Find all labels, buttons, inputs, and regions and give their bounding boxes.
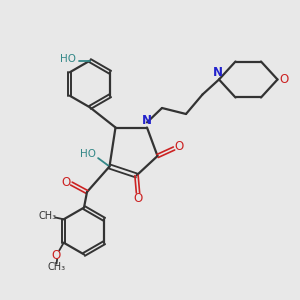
Text: N: N [212, 66, 223, 80]
Text: N: N [142, 114, 152, 128]
Text: CH₃: CH₃ [38, 211, 56, 221]
Text: HO: HO [60, 54, 76, 64]
Text: CH₃: CH₃ [47, 262, 65, 272]
Text: O: O [134, 192, 142, 206]
Text: O: O [61, 176, 70, 189]
Text: O: O [280, 73, 289, 86]
Text: HO: HO [80, 149, 96, 159]
Text: O: O [175, 140, 184, 153]
Text: O: O [52, 249, 61, 262]
